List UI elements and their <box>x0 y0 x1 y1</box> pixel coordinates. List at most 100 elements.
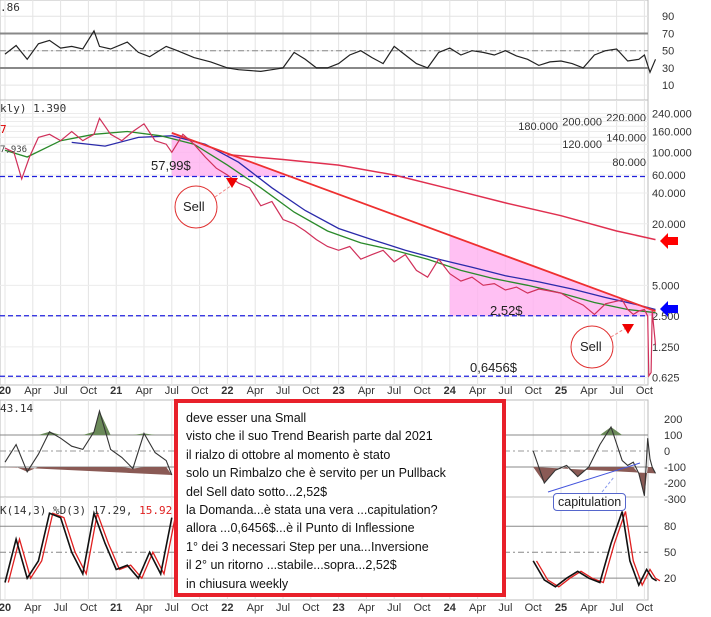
x-tick-label: 20 <box>0 602 11 614</box>
x-tick-label: 24 <box>444 385 457 397</box>
x-tick-label: Apr <box>24 385 41 397</box>
x-tick-label: Oct <box>413 385 430 397</box>
sell-label-1: Sell <box>183 199 205 214</box>
x-tick-label: Apr <box>24 602 41 614</box>
stoch-d-line <box>7 510 176 583</box>
x-tick-label: Jul <box>165 385 179 397</box>
cci-tick-label: -300 <box>664 494 686 506</box>
x-tick-label: Oct <box>525 385 542 397</box>
price-tick-label: 160.000 <box>652 126 692 138</box>
cci-oversold-fill <box>533 467 656 496</box>
cci-tick-label: 0 <box>664 446 670 458</box>
blue-arrow-icon <box>660 301 678 317</box>
price-tick-label: 220.000 <box>606 112 646 124</box>
capitulation-pointer <box>601 476 615 493</box>
x-tick-label: Jul <box>498 385 512 397</box>
x-tick-label: 23 <box>332 385 344 397</box>
cci-tick-label: 200 <box>664 414 682 426</box>
x-tick-label: Jul <box>54 385 68 397</box>
x-tick-label: Jul <box>276 385 290 397</box>
stoch-header: K(14,3) %D(3) 17.29, 15.92 <box>0 504 172 517</box>
x-tick-label: Apr <box>358 602 375 614</box>
x-tick-label: Jul <box>276 602 290 614</box>
price-tick-label: 5.000 <box>652 280 680 292</box>
ma200-line <box>227 153 656 241</box>
cci-tick-label: -200 <box>664 478 686 490</box>
rsi-tick-label: 70 <box>662 28 674 40</box>
x-tick-label: 24 <box>444 602 457 614</box>
sell-triangle-1 <box>226 178 238 188</box>
x-tick-label: 21 <box>110 385 122 397</box>
rsi-tick-label: 90 <box>662 11 674 23</box>
capitulation-trend-line <box>547 462 641 493</box>
price-tick-label: 2.500 <box>652 311 680 323</box>
red-arrow-icon <box>660 233 678 249</box>
x-tick-label: Apr <box>135 385 152 397</box>
level-label-0-6456: 0,6456$ <box>470 360 517 375</box>
price-tick-label: 20.000 <box>652 219 686 231</box>
price-red-label: 7 <box>0 123 7 136</box>
note-line: solo un Rimbalzo che è servito per un Pu… <box>186 466 446 481</box>
ma100-line <box>71 135 656 311</box>
x-tick-label: Oct <box>302 385 319 397</box>
note-line: deve esser una Small <box>186 411 307 425</box>
rsi-value: .86 <box>0 1 20 14</box>
x-tick-label: Oct <box>80 602 97 614</box>
x-tick-label: Apr <box>247 602 264 614</box>
level-label-57: 57,99$ <box>151 158 191 173</box>
x-tick-label: Apr <box>580 602 597 614</box>
rsi-tick-label: 30 <box>662 63 674 75</box>
shaded-region-2 <box>449 235 656 316</box>
panel-frame <box>0 99 649 386</box>
price-tick-label: 80.000 <box>612 157 646 169</box>
rsi-line <box>4 29 657 75</box>
x-tick-label: Jul <box>387 385 401 397</box>
price-tick-label: 0.625 <box>652 373 680 385</box>
note-line: allora ...0,6456$...è il Punto di Infles… <box>186 521 415 536</box>
stoch-k-value: K(14,3) %D(3) 17.29, <box>0 504 140 517</box>
x-tick-label: 23 <box>332 602 344 614</box>
note-line: il 2° un ritorno ...stabile...sopra...2,… <box>186 558 397 573</box>
x-tick-label: Jul <box>387 602 401 614</box>
stoch-tick-label: 50 <box>664 547 676 559</box>
cci-line <box>4 408 173 476</box>
note-line: visto che il suo Trend Bearish parte dal… <box>186 429 433 444</box>
stoch-tick-label: 80 <box>664 521 676 533</box>
price-header: kly) 1.390 <box>0 102 67 115</box>
stoch-tick-label: 20 <box>664 573 676 585</box>
note-line: il rialzo di ottobre al momento è stato <box>186 447 391 462</box>
x-tick-label: Apr <box>247 385 264 397</box>
cci-tick-label: -100 <box>664 462 686 474</box>
note-line: la Domanda...è stata una vera ...capitul… <box>186 503 438 518</box>
x-tick-label: Apr <box>358 385 375 397</box>
x-tick-label: Oct <box>191 385 208 397</box>
price-tick-label: 1.250 <box>652 342 680 354</box>
sell-circle-1 <box>174 185 218 229</box>
x-tick-label: 25 <box>555 385 567 397</box>
stoch-k-line <box>532 511 658 588</box>
x-tick-label: Jul <box>498 602 512 614</box>
x-tick-label: Apr <box>135 602 152 614</box>
x-tick-label: 22 <box>221 385 233 397</box>
rsi-tick-label: 10 <box>662 80 674 92</box>
price-tick-label: 240.000 <box>652 108 692 120</box>
x-tick-label: Oct <box>525 602 542 614</box>
cci-tick-label: 100 <box>664 430 682 442</box>
note-line: in chiusura weekly <box>186 576 289 591</box>
x-tick-label: 20 <box>0 385 11 397</box>
stoch-d-value: 15.92 <box>139 504 173 517</box>
rsi-tick-label: 50 <box>662 46 674 58</box>
x-tick-label: 21 <box>110 602 122 614</box>
price-tick-label: 200.000 <box>562 117 602 129</box>
price-line <box>4 116 657 378</box>
trend-line <box>171 132 656 312</box>
cci-oversold-fill <box>5 467 172 475</box>
x-tick-label: Oct <box>302 602 319 614</box>
sell-triangle-2 <box>622 324 634 334</box>
price-tick-label: 180.000 <box>518 121 558 133</box>
sell-circle-2 <box>570 325 614 369</box>
price-tick-label: 40.000 <box>652 188 686 200</box>
x-tick-label: Apr <box>469 385 486 397</box>
